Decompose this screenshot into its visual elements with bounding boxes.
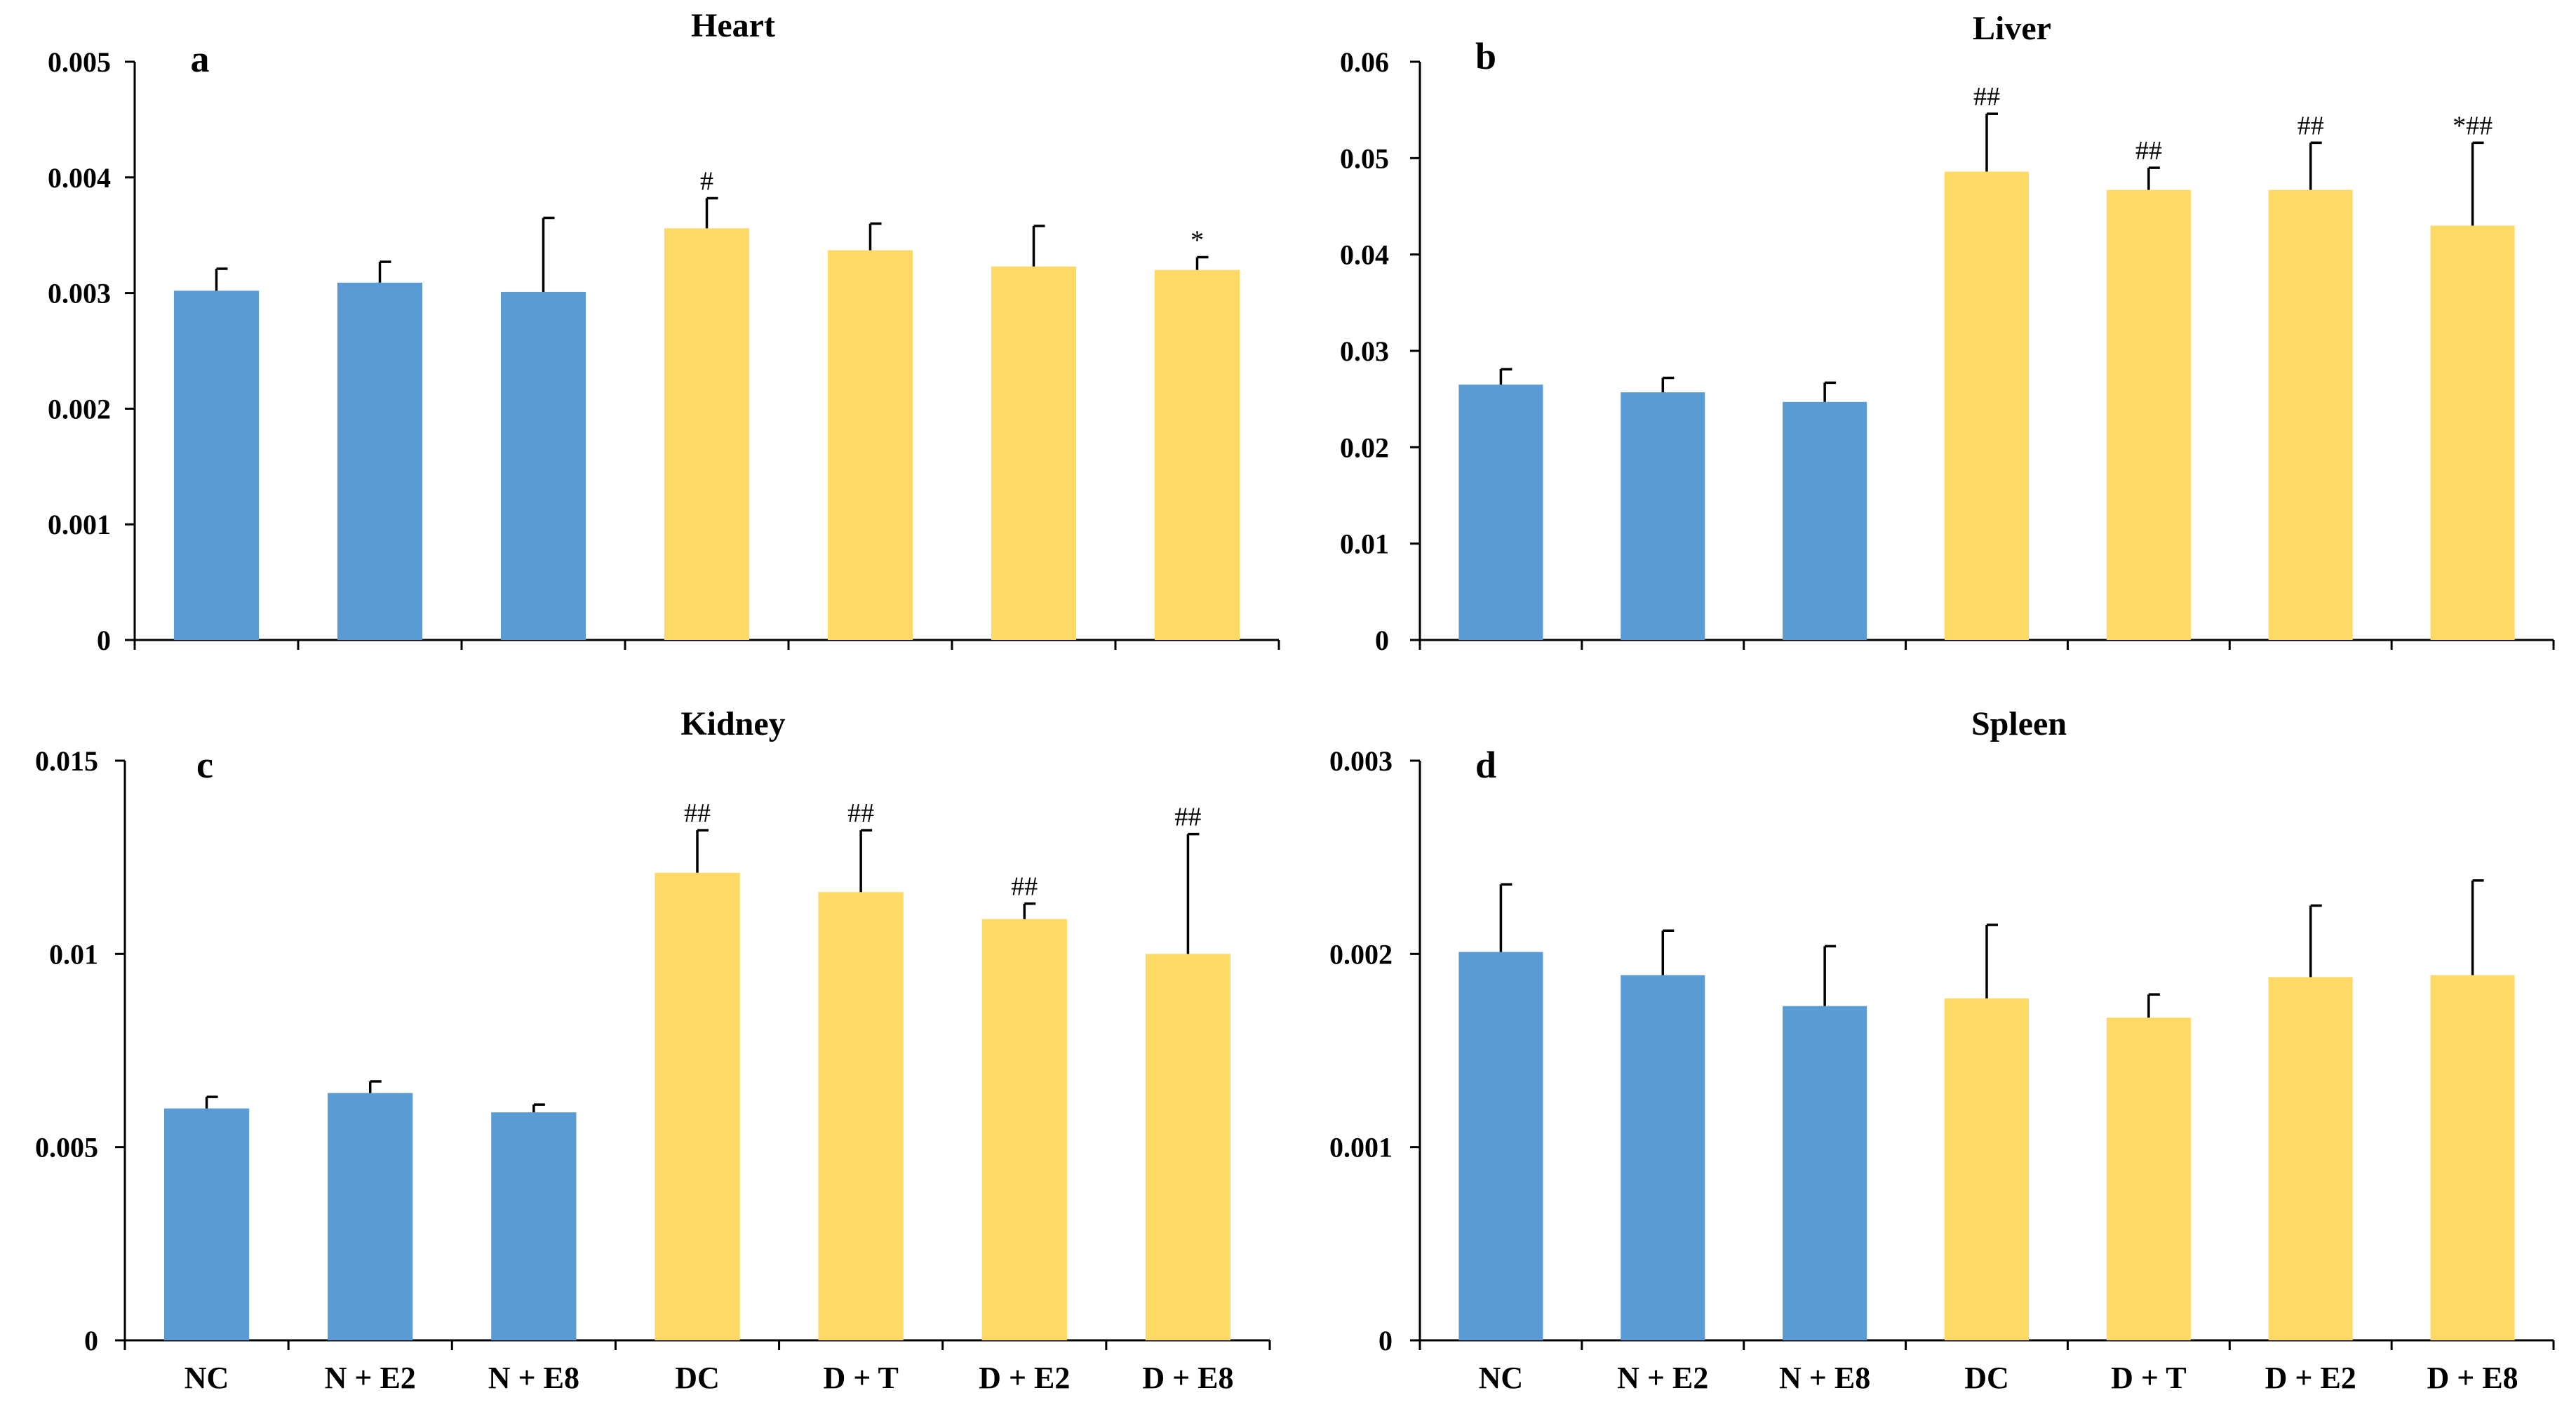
significance-label: # [700, 166, 713, 196]
y-tick-label: 0.01 [1340, 528, 1389, 560]
bar [2106, 189, 2191, 640]
significance-label: * [1190, 226, 1204, 255]
bar [818, 892, 904, 1340]
y-tick-label: 0.05 [1340, 142, 1389, 174]
bar [1944, 998, 2030, 1340]
panel-d: Spleen d 0 0.001 0.002 0.003 NC N + E2 N + E8 DC D… [1329, 705, 2555, 1395]
x-tick-label: D + T [2111, 1361, 2186, 1395]
chart-title: Spleen [1971, 705, 2067, 742]
y-tick-label: 0 [84, 1325, 98, 1356]
bar [491, 1112, 577, 1340]
bar [981, 919, 1067, 1340]
bar [337, 282, 423, 640]
significance-label: ## [1174, 803, 1201, 832]
x-tick-label: D + E2 [2265, 1361, 2356, 1395]
y-tick-label: 0 [1375, 625, 1389, 656]
x-tick-label: N + E2 [1617, 1361, 1708, 1395]
significance-label: ## [1973, 82, 2000, 112]
y-tick-label: 0 [97, 625, 111, 656]
bar [1458, 952, 1543, 1340]
y-tick-label: 0.003 [1329, 745, 1393, 777]
significance-label: ## [847, 799, 874, 828]
y-tick-label: 0.02 [1340, 432, 1389, 463]
bar [2430, 975, 2515, 1340]
x-tick-label: N + E2 [325, 1361, 416, 1395]
bar [1621, 975, 1705, 1340]
bar [1458, 385, 1543, 640]
x-tick-label: N + E8 [1779, 1361, 1870, 1395]
bar [1621, 392, 1705, 640]
x-tick-label: NC [185, 1361, 229, 1395]
bar [163, 1108, 250, 1340]
x-tick-label: N + E8 [488, 1361, 579, 1395]
x-tick-label: D + E8 [2427, 1361, 2518, 1395]
chart-title: Kidney [680, 705, 785, 742]
y-tick-label: 0.04 [1340, 239, 1389, 271]
panel-a: Heart a 0 0.001 0.002 0.003 0.004 0.005 # * [48, 7, 1280, 656]
x-tick-label: DC [675, 1361, 720, 1395]
panel-letter: d [1475, 744, 1496, 786]
panel-c: Kidney c 0 0.005 0.01 0.015 NC N + E2 N + E8 ## DC… [35, 705, 1271, 1395]
y-tick-label: 0.005 [35, 1132, 98, 1163]
y-tick-label: 0.002 [48, 393, 111, 425]
y-tick-label: 0.01 [49, 938, 98, 970]
chart-title: Heart [691, 7, 775, 44]
panel-b: Liver b 0 0.01 0.02 0.03 0.04 0.05 0.06 ## ## ## *## [1340, 10, 2555, 656]
significance-label: ## [2297, 111, 2324, 140]
bar [328, 1093, 413, 1340]
y-tick-label: 0.06 [1340, 46, 1389, 78]
bar [655, 872, 740, 1340]
y-tick-label: 0.002 [1329, 938, 1393, 970]
bar [991, 266, 1077, 640]
bar [1783, 1006, 1867, 1340]
x-tick-label: DC [1964, 1361, 2009, 1395]
bar [1783, 401, 1867, 640]
bar [2268, 977, 2353, 1340]
bar [1944, 171, 2030, 640]
y-tick-label: 0.001 [48, 509, 111, 540]
bar [500, 291, 586, 640]
bar [664, 228, 750, 640]
bar [1154, 269, 1240, 640]
significance-label: ## [2135, 136, 2162, 166]
panel-letter: a [191, 38, 210, 80]
x-tick-label: D + T [823, 1361, 898, 1395]
chart-title: Liver [1973, 10, 2051, 47]
significance-label: ## [1011, 872, 1038, 902]
bar [173, 291, 260, 640]
bar [2268, 189, 2353, 640]
significance-label: ## [684, 799, 711, 828]
y-tick-label: 0.001 [1329, 1132, 1393, 1163]
bar [1145, 954, 1231, 1340]
y-tick-label: 0.03 [1340, 335, 1389, 367]
significance-label: *## [2453, 111, 2493, 140]
bar [827, 250, 913, 640]
x-tick-label: D + E2 [979, 1361, 1070, 1395]
x-tick-label: NC [1479, 1361, 1524, 1395]
panel-letter: b [1475, 35, 1496, 77]
y-tick-label: 0.015 [35, 745, 98, 777]
bar [2106, 1018, 2191, 1340]
y-tick-label: 0 [1378, 1325, 1393, 1356]
bar [2430, 225, 2515, 640]
y-tick-label: 0.004 [48, 162, 111, 194]
y-tick-label: 0.003 [48, 278, 111, 309]
x-tick-label: D + E8 [1142, 1361, 1233, 1395]
y-tick-label: 0.005 [48, 46, 111, 78]
panel-letter: c [196, 744, 213, 786]
